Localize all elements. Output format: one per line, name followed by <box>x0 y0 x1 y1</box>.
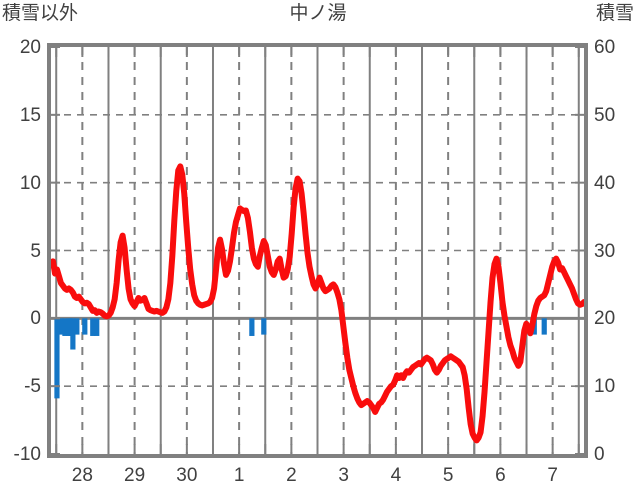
y-axis-left-tick: 10 <box>19 172 41 194</box>
x-axis-tick: 28 <box>71 465 93 486</box>
y-axis-right-tick: 50 <box>594 104 616 126</box>
x-axis-tick: 7 <box>547 465 558 486</box>
x-axis-tick: 30 <box>176 465 198 486</box>
x-axis-tick: 6 <box>495 465 506 486</box>
right-axis-title: 積雪 <box>595 3 634 24</box>
y-axis-right-tick: 0 <box>594 444 605 465</box>
x-axis-tick: 4 <box>390 465 402 486</box>
x-axis-tick: 1 <box>233 465 245 486</box>
x-axis-tick: 5 <box>442 465 454 486</box>
plot-inner <box>51 47 584 454</box>
x-axis-tick: 3 <box>338 465 349 486</box>
y-axis-right-tick: 10 <box>594 376 616 398</box>
x-axis-tick: 29 <box>124 465 146 486</box>
page-title: 中ノ湯 <box>289 3 347 24</box>
y-axis-right-tick: 60 <box>594 37 616 58</box>
y-axis-left-tick: 5 <box>30 240 41 262</box>
left-axis-title: 積雪以外 <box>2 3 79 24</box>
y-axis-left-tick: -5 <box>24 376 41 398</box>
plot-area <box>47 43 588 458</box>
temperature-line <box>51 163 584 444</box>
y-axis-left-tick: -10 <box>13 444 41 465</box>
y-axis-right-tick: 40 <box>594 172 616 194</box>
x-axis-tick: 2 <box>286 465 297 486</box>
y-axis-left-tick: 20 <box>19 37 41 58</box>
y-axis-right-tick: 30 <box>594 240 616 262</box>
y-axis-left-tick: 0 <box>30 308 41 330</box>
axis-ticks <box>51 47 584 454</box>
y-axis-left-tick: 15 <box>19 104 41 126</box>
snow-depth-bars <box>54 318 547 399</box>
y-axis-right-tick: 20 <box>594 308 616 330</box>
